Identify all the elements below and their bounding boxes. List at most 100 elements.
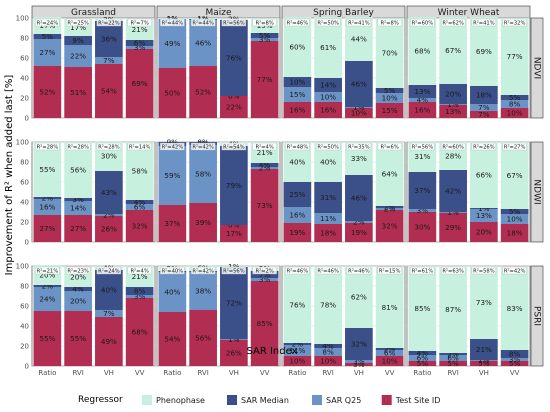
segment-label: 4% [134, 198, 146, 207]
segment-label: 2% [42, 194, 54, 203]
bar-segment-test-site-id [220, 340, 248, 366]
r2-label: R²=50% [317, 21, 339, 27]
bar-segment-test-site-id [345, 223, 373, 242]
bar-segment-sar-q25 [250, 278, 279, 281]
segment-label: 87% [445, 305, 461, 314]
r2-label: R²=32% [504, 21, 526, 27]
segment-label: 1% [447, 100, 459, 109]
bar-segment-sar-q25 [250, 167, 279, 169]
bar-segment-phenophase [375, 18, 404, 88]
bar-segment-sar-median [125, 287, 154, 295]
segment-label: 25% [289, 190, 305, 199]
segment-label: 26% [226, 349, 242, 358]
segment-label: 46% [195, 39, 211, 48]
r2-label-box [190, 18, 216, 27]
segment-label: 2% [42, 282, 54, 291]
r2-label: R²=46% [348, 269, 370, 275]
r2-label-box [35, 18, 60, 27]
r2-label-box [221, 142, 247, 151]
segment-label: 56% [70, 166, 86, 175]
row-strip-psri [530, 265, 544, 367]
segment-label: 5% [259, 31, 271, 40]
segment-label: 1% [353, 103, 365, 112]
bar-segment-phenophase [408, 17, 437, 85]
segment-label: 1% [447, 208, 459, 217]
bar-segment-sar-median [220, 146, 248, 225]
segment-label: 67% [445, 46, 461, 55]
bar-segment-test-site-id [250, 281, 279, 366]
bar-segment-phenophase [470, 17, 498, 86]
bar-segment-sar-q25 [95, 57, 123, 64]
x-tick-label: VV [510, 369, 520, 377]
segment-label: 16% [414, 106, 430, 115]
x-tick-label: VH [354, 369, 364, 377]
bar-segment-sar-q25 [95, 310, 123, 317]
segment-label: 16% [289, 106, 305, 115]
segment-label: 6% [134, 203, 146, 212]
segment-label: 50% [164, 89, 180, 98]
legend-label: SAR Q25 [326, 396, 361, 405]
bar-segment-test-site-id [375, 356, 404, 366]
r2-label: R²=60% [442, 145, 464, 151]
segment-label: 21% [476, 345, 492, 354]
segment-label: 7% [103, 309, 115, 318]
bar-segment-test-site-id [95, 64, 123, 118]
segment-label: 44% [351, 35, 367, 44]
bar-segment-sar-q25 [439, 355, 467, 361]
bar-segment-sar-median [345, 328, 373, 360]
bar-segment-test-site-id [470, 361, 498, 366]
segment-label: 27% [39, 48, 55, 57]
bar-segment-test-site-id [439, 105, 467, 118]
segment-label: 59% [164, 171, 180, 180]
segment-label: 3% [509, 355, 521, 364]
segment-label: 52% [39, 88, 55, 97]
segment-label: 58% [195, 170, 211, 179]
segment-label: 30% [101, 152, 117, 161]
bar-segment-sar-median [95, 21, 123, 57]
y-axis-title: Improvement of R² when added last [%] [4, 75, 15, 276]
segment-label: 7% [478, 110, 490, 119]
segment-label: 3% [134, 292, 146, 301]
segment-label: 31% [320, 193, 336, 202]
row-strip-label: NDVI [532, 57, 542, 79]
bar-segment-phenophase [33, 142, 62, 197]
bar-segment-sar-median [439, 84, 467, 104]
segment-label: 15% [289, 90, 305, 99]
row-strip-ndwi [530, 141, 544, 243]
bar-segment-sar-median [95, 171, 123, 214]
bar-segment-test-site-id [33, 66, 62, 118]
segment-label: 19% [351, 228, 367, 237]
segment-label: 2% [259, 164, 271, 173]
row-strip-ndvi [530, 17, 544, 119]
bar-segment-sar-median [345, 61, 373, 107]
r2-label-box [252, 142, 277, 151]
r2-label-box [410, 18, 435, 27]
segment-label: 68% [132, 328, 148, 337]
r2-label: R²=27% [504, 145, 526, 151]
bar-segment-phenophase [500, 267, 529, 350]
bar-segment-test-site-id [470, 222, 498, 242]
segment-label: 55% [39, 334, 55, 343]
segment-label: 42% [445, 187, 461, 196]
r2-label-box [471, 18, 497, 27]
segment-label: 4% [417, 349, 429, 358]
r2-label: R²=28% [37, 145, 59, 151]
segment-label: 40% [164, 288, 180, 297]
bar-segment-phenophase [470, 142, 498, 208]
segment-label: 10% [351, 109, 367, 118]
r2-label-box [377, 142, 402, 151]
bar-segment-test-site-id [439, 361, 467, 366]
r2-label-box [377, 18, 402, 27]
legend-label: Test Site ID [395, 396, 441, 405]
bar-segment-sar-q25 [125, 46, 154, 49]
r2-label: R²=46% [287, 21, 309, 27]
segment-label: 32% [132, 222, 148, 231]
bar-segment-sar-median [250, 271, 279, 278]
segment-label: 13% [445, 107, 461, 116]
bar-segment-test-site-id [314, 102, 342, 118]
segment-label: 13% [476, 211, 492, 220]
segment-label: 21% [257, 148, 273, 157]
segment-label: 11% [289, 346, 305, 355]
segment-label: 37% [414, 186, 430, 195]
r2-label-box [190, 266, 216, 275]
